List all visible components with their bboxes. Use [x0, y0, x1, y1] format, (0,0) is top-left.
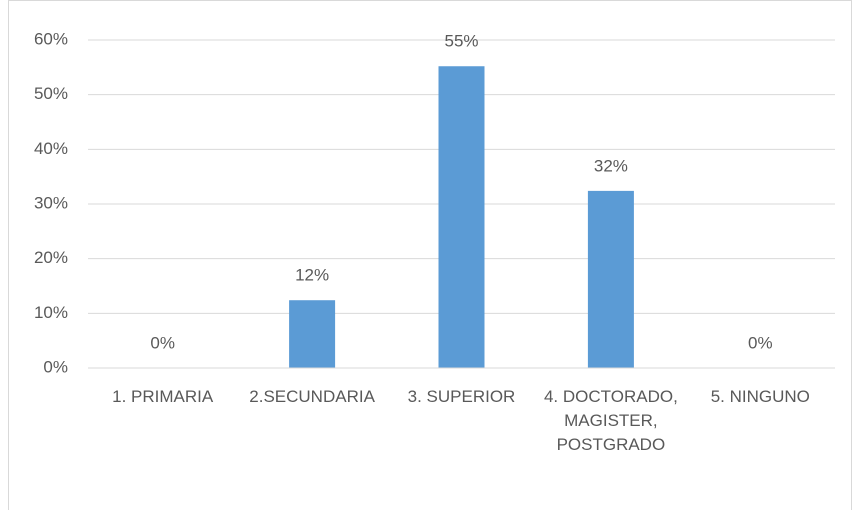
y-tick-label: 10%	[34, 303, 68, 322]
bar	[587, 190, 634, 368]
x-tick-label: 2.SECUNDARIA	[249, 387, 375, 406]
x-tick-label: 1. PRIMARIA	[112, 387, 214, 406]
data-label: 0%	[748, 333, 773, 352]
y-tick-label: 0%	[43, 357, 68, 376]
x-tick-label: 3. SUPERIOR	[407, 387, 516, 406]
bar	[289, 300, 336, 368]
data-label: 12%	[295, 266, 329, 285]
chart-frame	[8, 0, 852, 510]
x-tick-label: 4. DOCTORADO, MAGISTER, POSTGRADO	[543, 387, 678, 454]
y-tick-label: 50%	[34, 84, 68, 103]
data-label: 55%	[444, 32, 478, 51]
x-tick-label: 5. NINGUNO	[710, 387, 810, 406]
y-tick-label: 20%	[34, 248, 68, 267]
data-label: 32%	[594, 156, 628, 175]
bar	[438, 66, 485, 369]
y-tick-label: 30%	[34, 193, 68, 212]
y-tick-label: 40%	[34, 139, 68, 158]
y-tick-label: 60%	[34, 29, 68, 48]
data-label: 0%	[150, 333, 175, 352]
